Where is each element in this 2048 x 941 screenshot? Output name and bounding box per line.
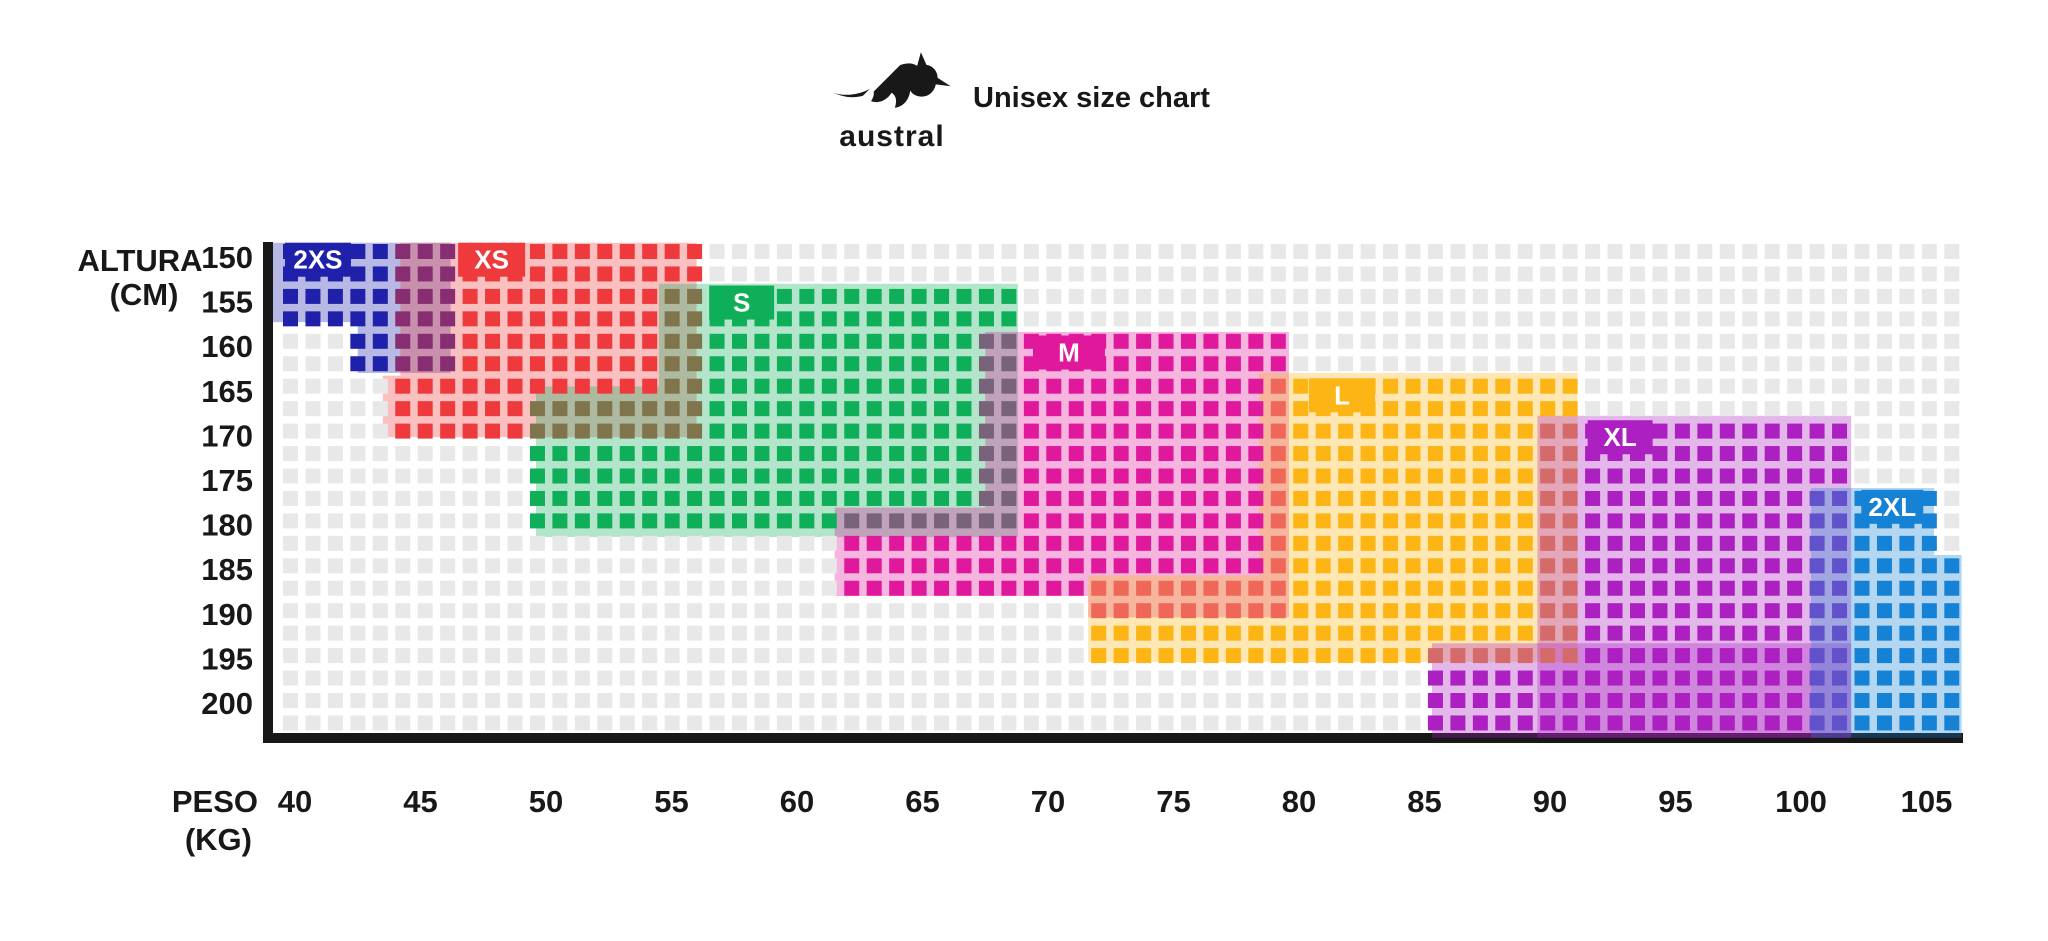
y-tick-150: 150 xyxy=(201,240,253,275)
y-tick-155: 155 xyxy=(201,285,253,320)
size-chip-xl: XL xyxy=(1587,420,1653,455)
x-tick-80: 80 xyxy=(1282,784,1316,819)
x-tick-50: 50 xyxy=(529,784,563,819)
page-title: Unisex size chart xyxy=(973,82,1210,114)
size-chip-label: 2XS xyxy=(293,245,342,275)
y-tick-175: 175 xyxy=(201,463,253,498)
svg-text:PESO: PESO xyxy=(172,784,258,819)
plot-area xyxy=(273,242,1962,738)
x-tick-85: 85 xyxy=(1407,784,1441,819)
size-chip-s: S xyxy=(709,285,775,320)
x-tick-75: 75 xyxy=(1156,784,1190,819)
kangaroo-icon xyxy=(832,52,951,108)
x-tick-60: 60 xyxy=(780,784,814,819)
x-tick-70: 70 xyxy=(1031,784,1065,819)
y-tick-165: 165 xyxy=(201,374,253,409)
grid-squares xyxy=(283,244,1960,731)
y-tick-labels: 150 155 160 165 170 175 180 185 190 195 200 xyxy=(201,240,253,721)
size-chip-2xs: 2XS xyxy=(284,242,351,277)
x-tick-95: 95 xyxy=(1658,784,1692,819)
y-tick-180: 180 xyxy=(201,508,253,543)
austral-logo: austral xyxy=(812,42,972,160)
size-chip-label: XL xyxy=(1604,422,1637,452)
size-chip-l: L xyxy=(1309,378,1376,413)
size-chip-label: S xyxy=(733,288,750,318)
size-chip-2xl: 2XL xyxy=(1861,489,1924,524)
size-chip-label: M xyxy=(1058,337,1080,367)
x-tick-labels: 40 45 50 55 60 65 70 75 80 85 90 95 100 105 xyxy=(278,784,1953,819)
y-tick-190: 190 xyxy=(201,597,253,632)
svg-text:ALTURA: ALTURA xyxy=(77,243,202,278)
y-tick-195: 195 xyxy=(201,641,253,676)
x-tick-45: 45 xyxy=(403,784,437,819)
brand-wordmark: austral xyxy=(839,120,945,153)
size-chip-label: L xyxy=(1334,380,1350,410)
y-tick-160: 160 xyxy=(201,329,253,364)
size-chip-xs: XS xyxy=(458,242,526,277)
x-tick-65: 65 xyxy=(905,784,939,819)
x-axis-line xyxy=(263,733,1963,743)
y-axis-line xyxy=(263,242,273,743)
size-chip-m: M xyxy=(1032,335,1105,370)
x-tick-105: 105 xyxy=(1901,784,1953,819)
size-chip-label: XS xyxy=(474,245,509,275)
x-axis-title: PESO(KG) xyxy=(172,784,258,857)
x-tick-40: 40 xyxy=(278,784,312,819)
x-tick-90: 90 xyxy=(1533,784,1567,819)
x-tick-100: 100 xyxy=(1775,784,1827,819)
y-tick-185: 185 xyxy=(201,552,253,587)
svg-text:(KG): (KG) xyxy=(185,822,252,857)
y-tick-200: 200 xyxy=(201,686,253,721)
x-tick-55: 55 xyxy=(654,784,688,819)
svg-text:(CM): (CM) xyxy=(110,277,179,312)
y-axis-title: ALTURA(CM) xyxy=(77,243,202,312)
y-tick-170: 170 xyxy=(201,418,253,453)
size-chip-label: 2XL xyxy=(1868,492,1916,522)
